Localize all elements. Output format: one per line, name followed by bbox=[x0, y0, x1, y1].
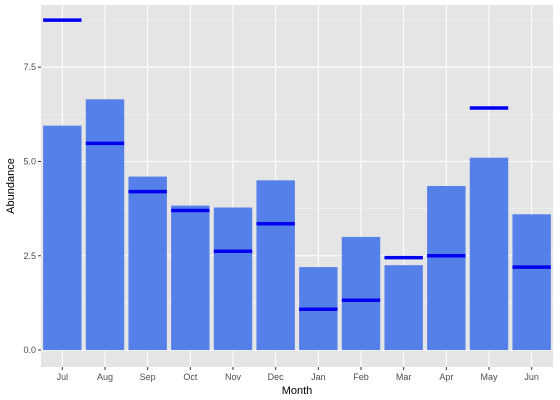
y-tick-label: 5.0 bbox=[23, 156, 36, 166]
bar-may bbox=[469, 157, 509, 351]
bar-nov bbox=[213, 207, 253, 351]
y-tick-label: 0.0 bbox=[23, 345, 36, 355]
bar-feb bbox=[341, 236, 381, 351]
y-tick-label: 2.5 bbox=[23, 251, 36, 261]
x-tick-label-mar: Mar bbox=[396, 372, 412, 382]
x-tick-label-dec: Dec bbox=[268, 372, 285, 382]
x-axis-title: Month bbox=[282, 385, 313, 397]
x-tick-label-nov: Nov bbox=[225, 372, 242, 382]
bar-jul bbox=[43, 125, 82, 351]
x-axis: Jul Aug Sep Oct Nov Dec Jan Feb Mar Apr May Jun bbox=[57, 367, 539, 382]
x-tick-label-oct: Oct bbox=[183, 372, 198, 382]
x-tick-label-may: May bbox=[480, 372, 498, 382]
y-axis-title: Abundance bbox=[5, 158, 17, 214]
bar-sep bbox=[128, 176, 167, 351]
x-tick-label-feb: Feb bbox=[353, 372, 369, 382]
bar-apr bbox=[427, 186, 466, 351]
bar-mar bbox=[384, 265, 423, 351]
markers bbox=[43, 18, 551, 312]
x-tick-label-jan: Jan bbox=[311, 372, 326, 382]
x-tick-label-apr: Apr bbox=[439, 372, 453, 382]
x-tick-label-aug: Aug bbox=[97, 372, 113, 382]
plot-panel bbox=[41, 5, 553, 367]
bar-jun bbox=[512, 214, 551, 351]
y-axis: 0.0 2.5 5.0 7.5 bbox=[23, 62, 41, 355]
bar-dec bbox=[256, 180, 295, 351]
x-tick-label-sep: Sep bbox=[140, 372, 156, 382]
bar-aug bbox=[85, 99, 125, 351]
bars bbox=[43, 99, 551, 351]
x-tick-label-jun: Jun bbox=[524, 372, 539, 382]
y-tick-label: 7.5 bbox=[23, 62, 36, 72]
bar-oct bbox=[171, 205, 210, 351]
minor-gridlines bbox=[41, 19, 553, 304]
x-tick-label-jul: Jul bbox=[57, 372, 69, 382]
